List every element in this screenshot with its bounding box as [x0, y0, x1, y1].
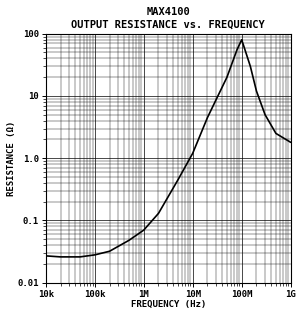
- Title: MAX4100
OUTPUT RESISTANCE vs. FREQUENCY: MAX4100 OUTPUT RESISTANCE vs. FREQUENCY: [71, 7, 265, 30]
- X-axis label: FREQUENCY (Hz): FREQUENCY (Hz): [131, 300, 206, 309]
- Y-axis label: RESISTANCE (Ω): RESISTANCE (Ω): [7, 121, 16, 196]
